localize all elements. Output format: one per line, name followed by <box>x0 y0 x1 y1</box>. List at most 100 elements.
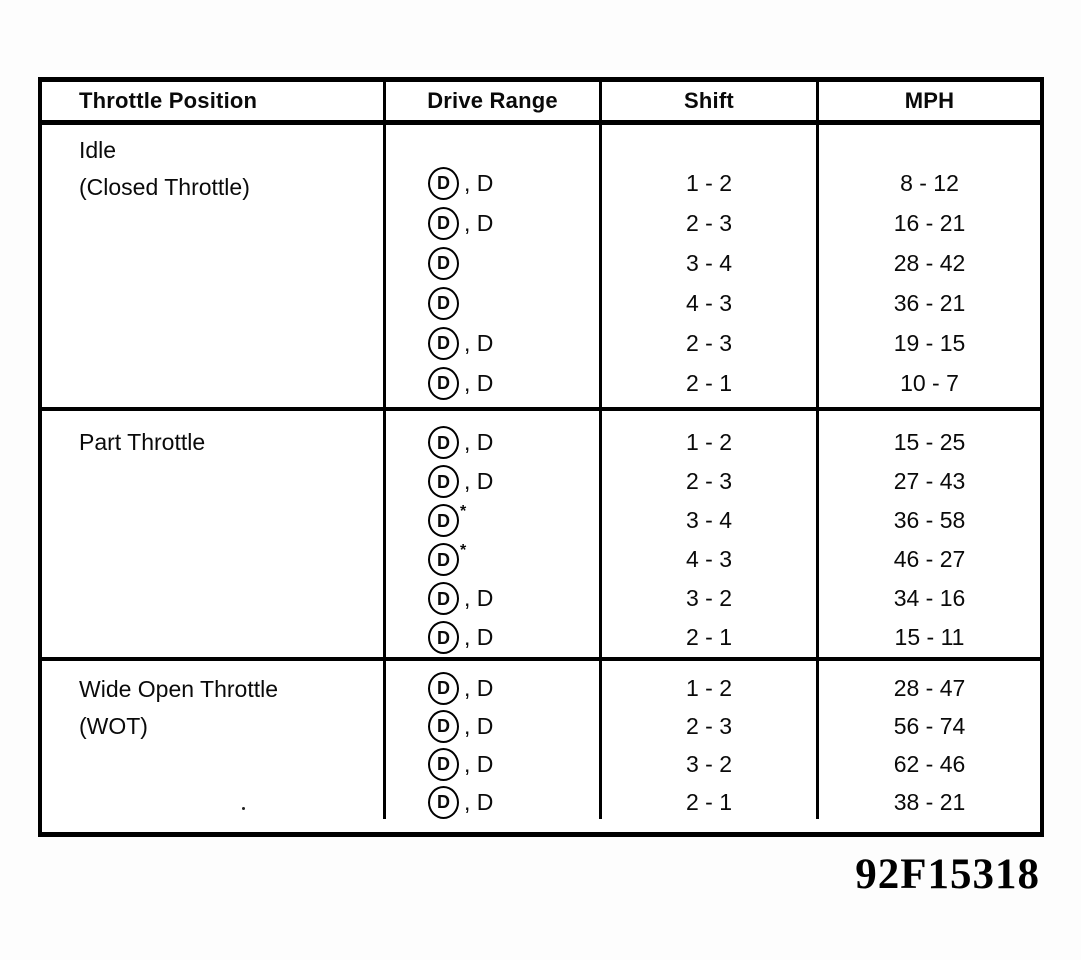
mph-cell: 46 - 27 <box>893 546 966 572</box>
mph-cell: 16 - 21 <box>893 209 966 236</box>
drive-range-suffix: , D <box>464 429 494 455</box>
mph-cell: 36 - 21 <box>893 289 966 316</box>
shift-cell: 4 - 3 <box>685 546 733 572</box>
shift-cell: 4 - 3 <box>685 289 733 316</box>
circled-d-icon: D <box>428 206 459 240</box>
shift-cell: 2 - 1 <box>685 624 733 650</box>
drive-range-cell: D, D <box>386 745 599 783</box>
drive-range-cell: D, D <box>386 423 599 462</box>
shift-speed-table: Throttle Position Drive Range Shift MPH … <box>38 77 1044 837</box>
circled-d-icon: D <box>428 166 459 200</box>
drive-range-cell: D, D <box>386 323 599 363</box>
shift-cell: 2 - 3 <box>685 468 733 494</box>
circled-d-icon: D <box>428 621 459 654</box>
drive-range-suffix: , D <box>464 329 494 356</box>
drive-range-cell: D, D <box>386 203 599 243</box>
throttle-position-cell: Wide Open Throttle (WOT) <box>42 661 383 819</box>
asterisk-mark: * <box>460 542 467 559</box>
section-part-throttle: Part Throttle D, D D, D D * D * D, D D, D … <box>42 407 1040 657</box>
shift-cell: 2 - 1 <box>685 369 733 396</box>
shift-cell: 3 - 4 <box>685 249 733 276</box>
circled-d-icon: D <box>428 785 459 819</box>
drive-range-column: D, D D, D D, D D, D <box>383 661 599 819</box>
drive-range-suffix: , D <box>464 712 494 739</box>
drive-range-cell: D, D <box>386 618 599 657</box>
drive-range-cell: D <box>386 283 599 323</box>
shift-cell: 1 - 2 <box>685 429 733 455</box>
throttle-position-cell: Idle (Closed Throttle) <box>42 125 383 407</box>
drive-range-cell: D, D <box>386 669 599 707</box>
circled-d-icon: D <box>428 246 459 280</box>
throttle-position-cell: Part Throttle <box>42 411 383 657</box>
mph-cell: 36 - 58 <box>893 507 966 533</box>
drive-range-suffix: , D <box>464 674 494 701</box>
shift-cell: 1 - 2 <box>685 674 733 701</box>
drive-range-cell: D * <box>386 501 599 540</box>
mph-cell: 10 - 7 <box>900 369 959 396</box>
circled-d-icon: D <box>428 671 459 705</box>
header-mph: MPH <box>816 82 1040 120</box>
shift-column: 1 - 2 2 - 3 3 - 4 4 - 3 3 - 2 2 - 1 <box>599 411 816 657</box>
mph-cell: 15 - 25 <box>893 429 966 455</box>
drive-range-suffix: , D <box>464 468 494 494</box>
drive-range-suffix: , D <box>464 209 494 236</box>
drive-range-cell: D, D <box>386 462 599 501</box>
throttle-position-line: Idle <box>79 137 117 163</box>
drive-range-cell: D, D <box>386 707 599 745</box>
circled-d-icon: D <box>428 465 459 498</box>
drive-range-cell: D, D <box>386 163 599 203</box>
section-idle: Idle (Closed Throttle) D, D D, D D D D, … <box>42 125 1040 407</box>
drive-range-suffix: , D <box>464 369 494 396</box>
shift-cell: 2 - 3 <box>685 329 733 356</box>
figure-id: 92F15318 <box>855 851 1040 898</box>
throttle-position-line: (Closed Throttle) <box>79 174 250 200</box>
drive-range-cell: D, D <box>386 579 599 618</box>
drive-range-suffix: , D <box>464 750 494 777</box>
drive-range-cell: D, D <box>386 783 599 819</box>
mph-cell: 28 - 42 <box>893 249 966 276</box>
circled-d-icon: D <box>428 286 459 320</box>
circled-d-icon: D <box>428 326 459 360</box>
scan-artifact-dot <box>242 807 245 810</box>
drive-range-suffix: , D <box>464 169 494 196</box>
table-header-row: Throttle Position Drive Range Shift MPH <box>42 82 1040 125</box>
header-drive-range: Drive Range <box>383 82 599 120</box>
drive-range-suffix: , D <box>464 585 494 611</box>
mph-column: 28 - 47 56 - 74 62 - 46 38 - 21 <box>816 661 1040 819</box>
drive-range-suffix: , D <box>464 624 494 650</box>
mph-cell: 34 - 16 <box>893 585 966 611</box>
mph-column: 15 - 25 27 - 43 36 - 58 46 - 27 34 - 16 … <box>816 411 1040 657</box>
shift-cell: 2 - 3 <box>685 712 733 739</box>
section-wide-open-throttle: Wide Open Throttle (WOT) D, D D, D D, D … <box>42 657 1040 819</box>
shift-cell: 2 - 1 <box>685 788 733 815</box>
circled-d-icon: D <box>428 582 459 615</box>
throttle-position-line: Wide Open Throttle <box>79 676 279 702</box>
mph-cell: 62 - 46 <box>893 750 966 777</box>
header-shift: Shift <box>599 82 816 120</box>
circled-d-icon: D <box>428 504 459 537</box>
mph-cell: 56 - 74 <box>893 712 966 739</box>
drive-range-cell: D * <box>386 540 599 579</box>
mph-cell: 8 - 12 <box>900 169 959 196</box>
throttle-position-line: (WOT) <box>79 713 148 739</box>
drive-range-column: D, D D, D D * D * D, D D, D <box>383 411 599 657</box>
drive-range-suffix: , D <box>464 788 494 815</box>
drive-range-cell: D, D <box>386 363 599 403</box>
shift-cell: 2 - 3 <box>685 209 733 236</box>
shift-cell: 3 - 2 <box>685 585 733 611</box>
asterisk-mark: * <box>460 503 467 520</box>
circled-d-icon: D <box>428 709 459 743</box>
mph-cell: 15 - 11 <box>894 624 965 650</box>
mph-cell: 28 - 47 <box>893 674 966 701</box>
circled-d-icon: D <box>428 426 459 459</box>
shift-column: 1 - 2 2 - 3 3 - 2 2 - 1 <box>599 661 816 819</box>
circled-d-icon: D <box>428 366 459 400</box>
drive-range-column: D, D D, D D D D, D D, D <box>383 125 599 407</box>
mph-cell: 27 - 43 <box>893 468 966 494</box>
shift-column: 1 - 2 2 - 3 3 - 4 4 - 3 2 - 3 2 - 1 <box>599 125 816 407</box>
shift-cell: 3 - 2 <box>685 750 733 777</box>
circled-d-icon: D <box>428 543 459 576</box>
circled-d-icon: D <box>428 747 459 781</box>
drive-range-cell: D <box>386 243 599 283</box>
